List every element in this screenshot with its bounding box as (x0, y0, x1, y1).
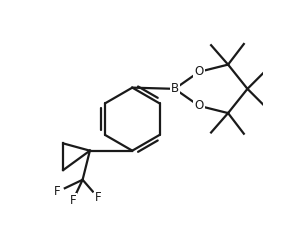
Text: F: F (54, 186, 60, 198)
Text: O: O (194, 99, 204, 112)
Text: O: O (194, 65, 204, 78)
Text: F: F (70, 194, 76, 207)
Text: B: B (171, 82, 179, 95)
Text: F: F (95, 191, 102, 204)
